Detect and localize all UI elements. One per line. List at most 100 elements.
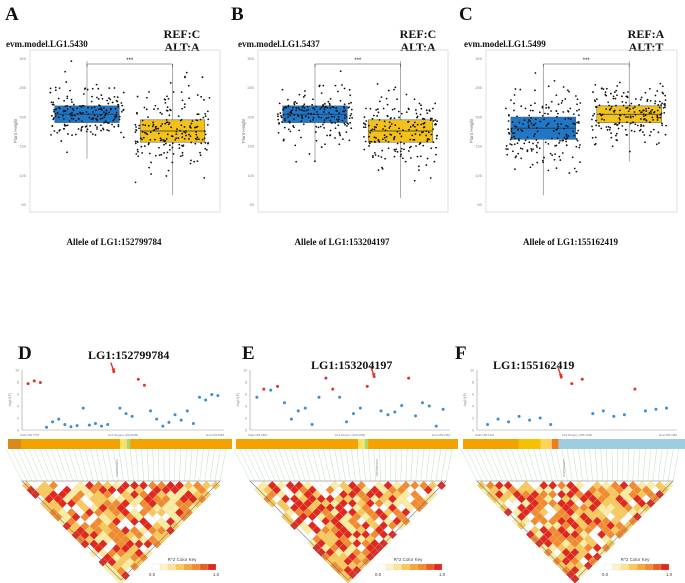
y-tick-label: 8 [17,381,19,385]
data-point [336,118,338,121]
data-point [632,107,635,110]
color-key-swatch [199,563,209,571]
data-point [177,115,180,118]
data-point [416,155,419,158]
data-point [553,158,556,161]
data-point [656,90,659,92]
data-point [279,112,282,114]
snp-label: LG1:152799784 [88,348,170,362]
data-point [527,126,530,129]
data-point [51,125,54,128]
fan-line [174,448,176,482]
fan-line [39,448,53,482]
fan-line [642,448,646,482]
data-point [656,109,659,112]
y-tick-label: 50 [22,202,27,207]
data-point [616,139,619,142]
data-point [315,125,318,128]
data-point [66,97,69,100]
ld-chart: 10 8 6 4 2 0 -log10(P) Start:152.77M End:152.83M… [5,362,232,583]
data-point [135,153,138,155]
data-point [171,146,174,149]
y-tick-label: 150 [247,144,254,149]
data-point [624,128,627,131]
data-point [575,138,578,140]
data-point [287,128,290,131]
data-point [571,156,574,159]
data-point [619,109,621,112]
data-point [147,142,150,145]
color-key-swatch [377,563,387,571]
data-point [181,136,184,139]
gene-segment [551,439,559,449]
data-point [54,89,57,92]
data-point [565,124,568,127]
data-point [320,116,323,119]
data-point [60,140,63,142]
data-point [434,123,436,126]
data-point [423,118,426,120]
data-point [136,148,139,151]
data-point [188,138,190,140]
ld-chart: 10 8 6 4 2 0 -log10(P) Start:155.14M End:155.19M… [460,367,685,583]
color-key-swatch [385,563,395,571]
y-tick-label: 300 [247,56,254,61]
y-axis-label: -log10(P) [463,393,467,407]
data-point [96,128,98,130]
region-mid: LG1 Region (155.16M) [562,433,593,437]
data-point [181,99,184,102]
data-point [370,140,373,143]
data-point [64,105,67,108]
data-point [506,153,509,156]
data-point [566,137,569,140]
data-point [165,157,168,159]
data-point [576,132,578,135]
data-point [576,103,578,106]
fan-line [637,448,641,482]
data-point [149,131,152,134]
data-point [622,104,625,107]
snp-point [216,394,220,398]
data-point [648,87,651,90]
fan-line [544,448,553,482]
data-point [419,142,422,145]
data-point [197,113,200,115]
data-point [113,95,116,98]
fan-line [477,448,493,482]
data-point [411,134,414,137]
data-point [422,117,424,120]
data-point [425,130,428,133]
data-point [434,119,437,121]
data-point [56,111,59,114]
fan-line [527,448,538,482]
data-point [513,94,516,96]
fan-line [410,448,414,482]
data-point [303,107,306,109]
data-point [603,119,606,121]
fan-line [430,448,436,482]
data-point [330,115,333,118]
fan-line [494,448,508,482]
data-point [349,121,352,124]
snp-point [93,421,97,425]
data-point [558,155,561,158]
data-point [175,137,178,140]
data-point [301,106,304,109]
data-point [195,133,198,136]
fan-line [328,448,336,482]
data-point [204,112,207,115]
data-point [107,129,110,132]
gene-segment [558,439,685,449]
data-point [79,105,81,107]
snp-point [179,418,183,422]
data-point [104,121,107,123]
y-tick-label: 6 [472,393,474,397]
data-point [52,103,55,106]
data-point [191,120,194,122]
snp-point [69,425,73,429]
snp-point [486,423,490,427]
data-point [530,148,533,150]
data-point [66,104,68,107]
data-point [373,128,376,131]
data-point [565,138,567,141]
